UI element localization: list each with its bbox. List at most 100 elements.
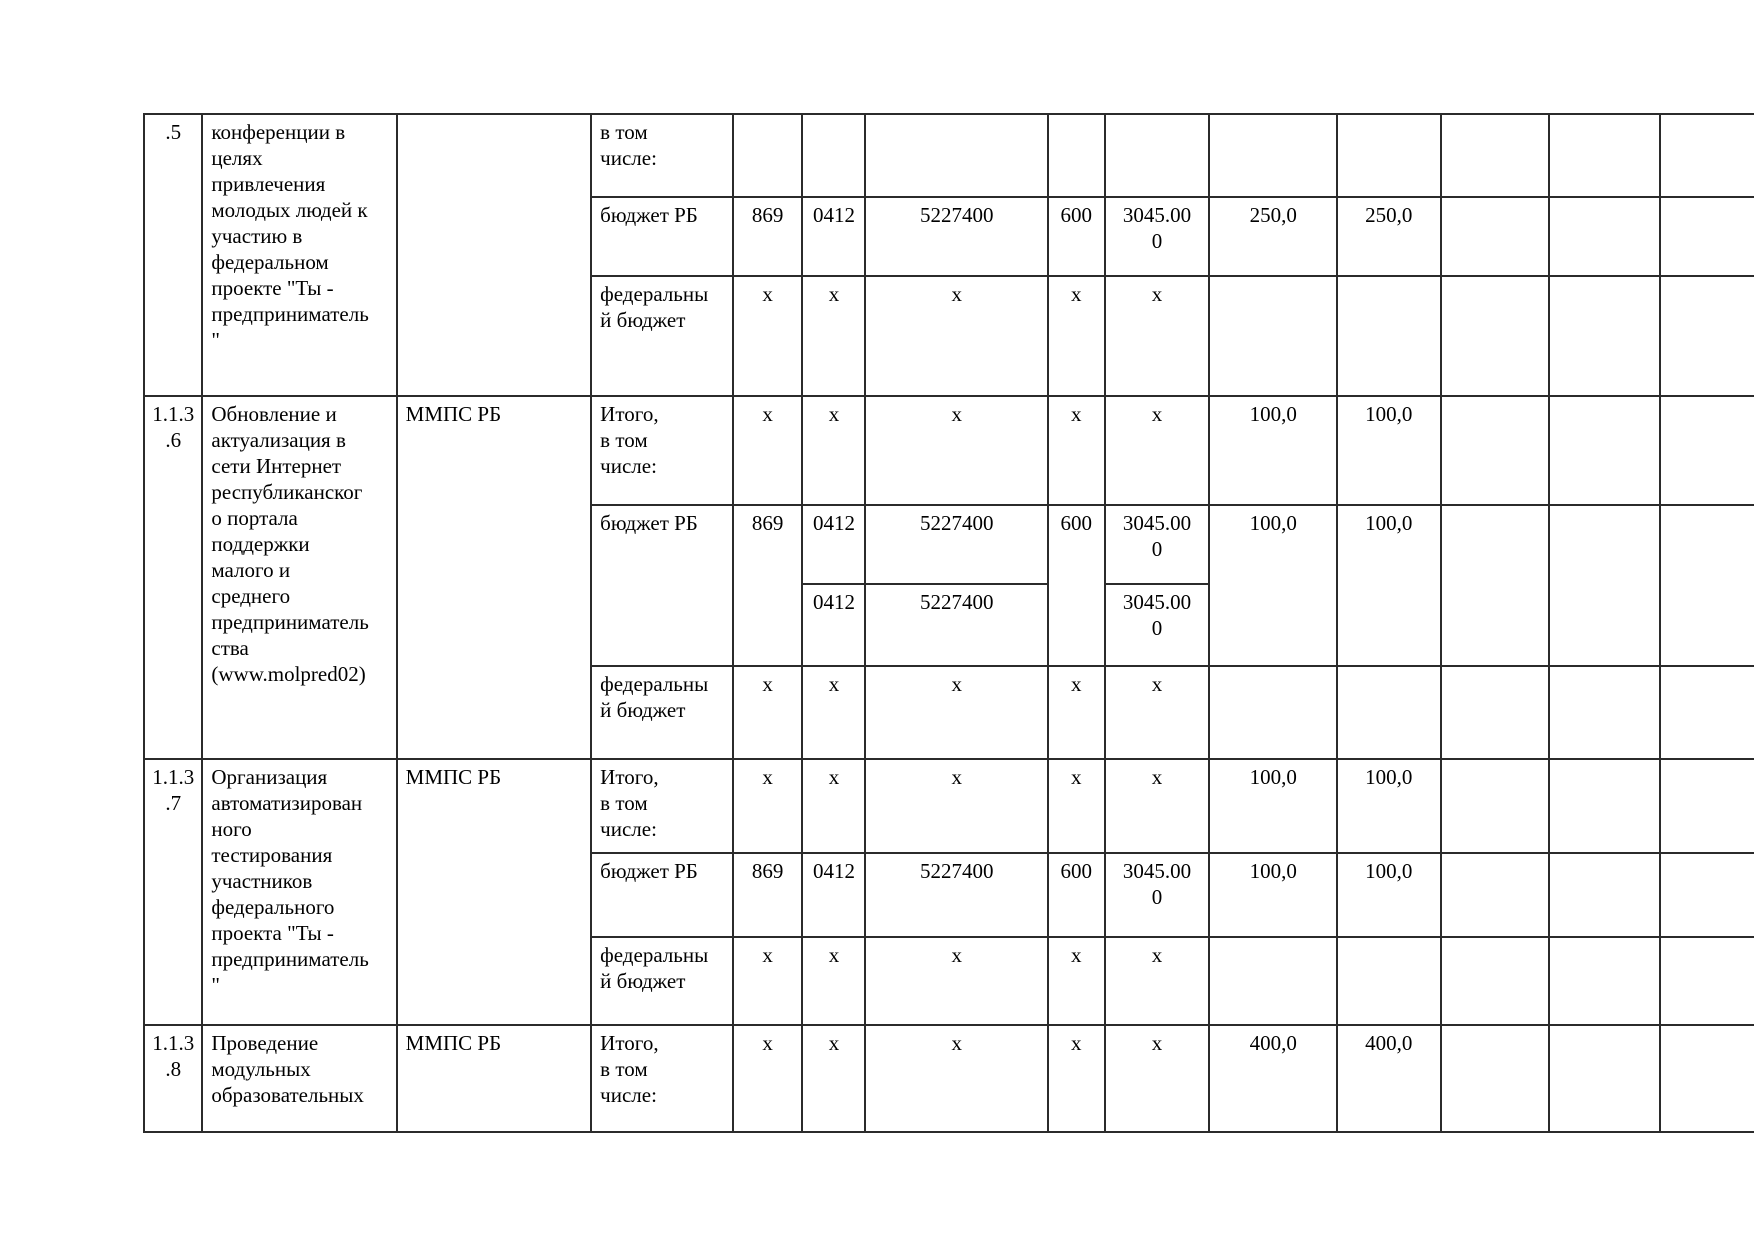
- amount-cell-2: [1336, 936, 1442, 1026]
- executor-cell: [395, 113, 593, 397]
- empty-cell: [1548, 113, 1662, 198]
- amount-cell-2: 100,0: [1336, 504, 1442, 667]
- item-description: Обновление и актуализация в сети Интерне…: [201, 395, 398, 760]
- empty-cell: [1659, 395, 1754, 506]
- grbs-cell: 869: [731, 196, 804, 277]
- empty-cell: [1439, 852, 1551, 938]
- table-row: 1.1.3 .8 Проведение модульных образовате…: [142, 1024, 1754, 1133]
- vr-cell: [1046, 113, 1106, 198]
- amount-cell-2: 100,0: [1336, 758, 1442, 854]
- table-row: .5 конференции в целях привлечения молод…: [142, 113, 1754, 397]
- grbs-cell: x: [731, 665, 804, 760]
- empty-cell: [1659, 275, 1754, 397]
- vr-cell: 600: [1046, 196, 1106, 277]
- vr-cell: x: [1046, 275, 1106, 397]
- funding-source-cell: федеральны й бюджет: [590, 275, 734, 397]
- csr-cell: x: [864, 1024, 1049, 1133]
- code-cell: 3045.00 0: [1103, 852, 1211, 938]
- table-row: 1.1.3 .6 Обновление и актуализация в сет…: [142, 395, 1754, 760]
- code-cell: x: [1103, 1024, 1211, 1133]
- amount-cell-1: 400,0: [1208, 1024, 1339, 1133]
- csr-cell: x: [864, 395, 1049, 506]
- grbs-cell: 869: [731, 852, 804, 938]
- item-description: конференции в целях привлечения молодых …: [201, 113, 398, 397]
- razdel-cell: 0412: [801, 583, 867, 667]
- empty-cell: [1659, 936, 1754, 1026]
- amount-cell-1: 100,0: [1208, 395, 1339, 506]
- funding-source-cell: Итого, в том числе:: [590, 395, 734, 506]
- vr-cell: x: [1046, 758, 1106, 854]
- executor-cell: ММПС РБ: [395, 1024, 593, 1133]
- amount-cell-2: 100,0: [1336, 852, 1442, 938]
- empty-cell: [1548, 196, 1662, 277]
- razdel-cell: x: [801, 936, 867, 1026]
- vr-cell: 600: [1046, 504, 1106, 667]
- code-cell: x: [1103, 665, 1211, 760]
- grbs-cell: x: [731, 758, 804, 854]
- code-cell: x: [1103, 395, 1211, 506]
- razdel-cell: x: [801, 275, 867, 397]
- razdel-cell: x: [801, 395, 867, 506]
- empty-cell: [1439, 936, 1551, 1026]
- csr-cell: 5227400: [864, 852, 1049, 938]
- vr-cell: x: [1046, 936, 1106, 1026]
- executor-cell: ММПС РБ: [395, 395, 593, 760]
- empty-cell: [1439, 113, 1551, 198]
- empty-cell: [1439, 504, 1551, 667]
- razdel-cell: [801, 113, 867, 198]
- razdel-cell: x: [801, 1024, 867, 1133]
- code-cell: x: [1103, 275, 1211, 397]
- amount-cell-1: 100,0: [1208, 504, 1339, 667]
- csr-cell: x: [864, 758, 1049, 854]
- vr-cell: x: [1046, 665, 1106, 760]
- empty-cell: [1548, 395, 1662, 506]
- csr-cell: x: [864, 275, 1049, 397]
- amount-cell-2: [1336, 665, 1442, 760]
- amount-cell-1: 250,0: [1208, 196, 1339, 277]
- empty-cell: [1548, 1024, 1662, 1133]
- item-number: 1.1.3 .7: [142, 758, 204, 1026]
- table-row: федеральны й бюджет x x x x x: [144, 665, 1754, 760]
- empty-cell: [1439, 275, 1551, 397]
- empty-cell: [1439, 665, 1551, 760]
- table-row: бюджет РБ 869 0412 5227400 600 3045.00 0…: [144, 852, 1754, 938]
- funding-source-cell: федеральны й бюджет: [590, 936, 734, 1026]
- code-cell: 3045.00 0: [1103, 583, 1211, 667]
- empty-cell: [1548, 852, 1662, 938]
- empty-cell: [1659, 758, 1754, 854]
- empty-cell: [1548, 504, 1662, 667]
- amount-cell-1: [1208, 113, 1339, 198]
- item-number: 1.1.3 .8: [142, 1024, 204, 1133]
- funding-source-cell: в том числе:: [590, 113, 734, 198]
- empty-cell: [1439, 395, 1551, 506]
- funding-source-cell: федеральны й бюджет: [590, 665, 734, 760]
- code-cell: x: [1103, 758, 1211, 854]
- item-number: .5: [142, 113, 204, 397]
- csr-cell: 5227400: [864, 504, 1049, 585]
- empty-cell: [1659, 1024, 1754, 1133]
- funding-source-cell: бюджет РБ: [590, 852, 734, 938]
- table-row: бюджет РБ 869 0412 5227400 600 3045.00 0…: [144, 196, 1754, 277]
- vr-cell: x: [1046, 395, 1106, 506]
- item-description: Организация автоматизирован ного тестиро…: [201, 758, 398, 1026]
- amount-cell-1: [1208, 275, 1339, 397]
- empty-cell: [1548, 936, 1662, 1026]
- amount-cell-1: [1208, 665, 1339, 760]
- empty-cell: [1659, 665, 1754, 760]
- grbs-cell: x: [731, 1024, 804, 1133]
- amount-cell-2: 400,0: [1336, 1024, 1442, 1133]
- item-number: 1.1.3 .6: [142, 395, 204, 760]
- table-row: 1.1.3 .7 Организация автоматизирован ног…: [142, 758, 1754, 1026]
- amount-cell-2: 100,0: [1336, 395, 1442, 506]
- table-row: федеральны й бюджет x x x x x: [144, 936, 1754, 1026]
- csr-cell: x: [864, 665, 1049, 760]
- amount-cell-1: 100,0: [1208, 758, 1339, 854]
- empty-cell: [1439, 758, 1551, 854]
- empty-cell: [1659, 196, 1754, 277]
- csr-cell: [864, 113, 1049, 198]
- table-row: 0412 5227400 3045.00 0: [144, 583, 1754, 667]
- code-cell: 3045.00 0: [1103, 196, 1211, 277]
- funding-source-cell: Итого, в том числе:: [590, 758, 734, 854]
- executor-cell: ММПС РБ: [395, 758, 593, 1026]
- razdel-cell: 0412: [801, 852, 867, 938]
